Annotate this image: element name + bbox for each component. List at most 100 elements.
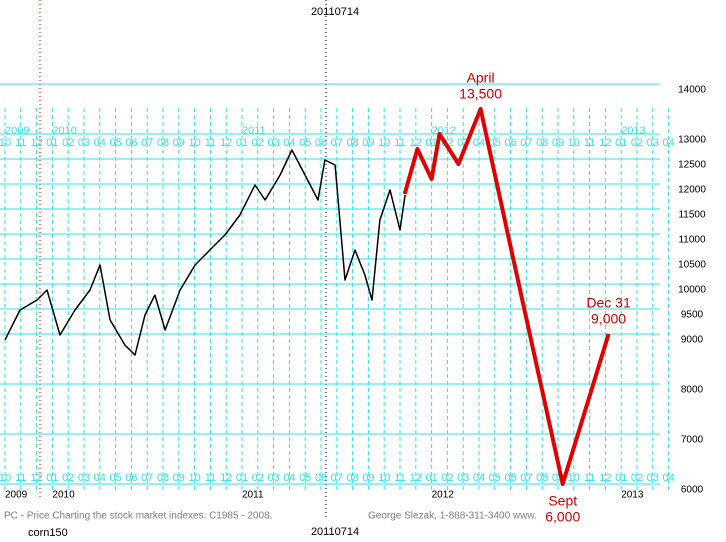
- year-label: 2010: [52, 125, 76, 137]
- month-label: 10: [0, 137, 11, 149]
- year-label: 2012: [432, 125, 456, 137]
- month-label: 07: [141, 472, 153, 484]
- month-label: 08: [346, 472, 358, 484]
- month-label: 11: [205, 472, 216, 484]
- month-label: 02: [62, 137, 74, 149]
- month-label: 12: [30, 137, 42, 149]
- month-label: 01: [46, 137, 58, 149]
- y-tick-label: 10000: [678, 285, 706, 296]
- y-tick-label: 9500: [681, 310, 704, 321]
- annotation-value: 9,000: [591, 311, 626, 327]
- month-label: 01: [615, 472, 627, 484]
- footer: PC - Price Charting the stock market ind…: [4, 511, 272, 522]
- month-label: 01: [236, 472, 248, 484]
- price-line: [4, 149, 406, 356]
- month-label: 07: [520, 137, 532, 149]
- symbol: corn150: [28, 527, 68, 539]
- month-label: 03: [267, 472, 279, 484]
- y-tick-label: 8000: [681, 385, 704, 396]
- month-label: 11: [15, 137, 26, 149]
- y-tick-label: 12000: [678, 185, 706, 196]
- month-label: 04: [283, 137, 295, 149]
- y-tick-label: 12500: [678, 160, 706, 171]
- month-label: 02: [631, 137, 643, 149]
- y-tick-label: 11500: [678, 210, 706, 221]
- month-label: 06: [125, 472, 137, 484]
- month-label: 05: [109, 137, 121, 149]
- month-label: 04: [473, 137, 485, 149]
- month-label: 01: [46, 472, 58, 484]
- date-label: 20110714: [311, 6, 359, 18]
- month-label: 11: [15, 472, 26, 484]
- month-label: 10: [378, 472, 390, 484]
- month-label: 02: [62, 472, 74, 484]
- month-label: 07: [331, 137, 343, 149]
- month-label: 09: [362, 137, 374, 149]
- month-label: 10: [568, 137, 580, 149]
- month-label: 05: [299, 137, 311, 149]
- year-label: 2013: [621, 125, 645, 137]
- y-tick-label: 11000: [678, 235, 706, 246]
- month-label: 01: [236, 137, 248, 149]
- month-label: 10: [568, 472, 580, 484]
- y-tick-label: 6000: [681, 485, 704, 496]
- month-label: 12: [30, 472, 42, 484]
- month-label: 01: [425, 472, 437, 484]
- month-label: 12: [599, 137, 611, 149]
- y-tick-label: 10500: [678, 260, 706, 271]
- annotation-label: Sept: [548, 493, 577, 509]
- month-label: 02: [252, 472, 264, 484]
- month-label: 07: [141, 137, 153, 149]
- month-label: 08: [536, 137, 548, 149]
- month-label: 09: [552, 137, 564, 149]
- month-label: 05: [489, 472, 501, 484]
- month-label: 11: [394, 472, 405, 484]
- month-label: 09: [362, 472, 374, 484]
- year-label: 2009: [5, 490, 28, 501]
- month-label: 10: [188, 472, 200, 484]
- month-label: 03: [647, 472, 659, 484]
- month-label: 04: [662, 137, 674, 149]
- month-label: 02: [631, 472, 643, 484]
- month-label: 11: [584, 472, 595, 484]
- y-tick-label: 14000: [678, 85, 706, 96]
- year-label: 2012: [432, 490, 455, 501]
- year-label: 2010: [52, 490, 75, 501]
- annotation-label: Dec 31: [586, 295, 631, 311]
- month-label: 11: [394, 137, 405, 149]
- month-label: 03: [457, 472, 469, 484]
- month-label: 10: [0, 472, 11, 484]
- month-label: 06: [315, 472, 327, 484]
- date-label: 20110714: [311, 526, 359, 538]
- month-label: 11: [205, 137, 216, 149]
- month-label: 12: [410, 137, 422, 149]
- month-label: 11: [584, 137, 595, 149]
- month-label: 05: [299, 472, 311, 484]
- month-label: 05: [109, 472, 121, 484]
- month-label: 04: [662, 472, 674, 484]
- year-label: 2009: [5, 125, 29, 137]
- month-label: 04: [94, 137, 106, 149]
- month-label: 12: [220, 472, 232, 484]
- month-label: 04: [473, 472, 485, 484]
- projection-line: [402, 107, 611, 486]
- month-label: 07: [520, 472, 532, 484]
- month-label: 07: [331, 472, 343, 484]
- year-label: 2011: [242, 125, 266, 137]
- y-tick-label: 13000: [678, 135, 706, 146]
- month-label: 12: [410, 472, 422, 484]
- month-label: 08: [536, 472, 548, 484]
- month-label: 04: [283, 472, 295, 484]
- month-label: 06: [125, 137, 137, 149]
- month-label: 03: [267, 137, 279, 149]
- annotation-value: 13,500: [459, 86, 502, 102]
- month-label: 09: [173, 137, 185, 149]
- month-label: 03: [647, 137, 659, 149]
- month-label: 03: [78, 137, 90, 149]
- month-label: 06: [504, 137, 516, 149]
- month-label: 08: [157, 137, 169, 149]
- month-label: 02: [252, 137, 264, 149]
- footer: George Slezak, 1-888-311-3400 www.: [368, 511, 537, 522]
- year-label: 2011: [242, 490, 264, 501]
- month-label: 10: [378, 137, 390, 149]
